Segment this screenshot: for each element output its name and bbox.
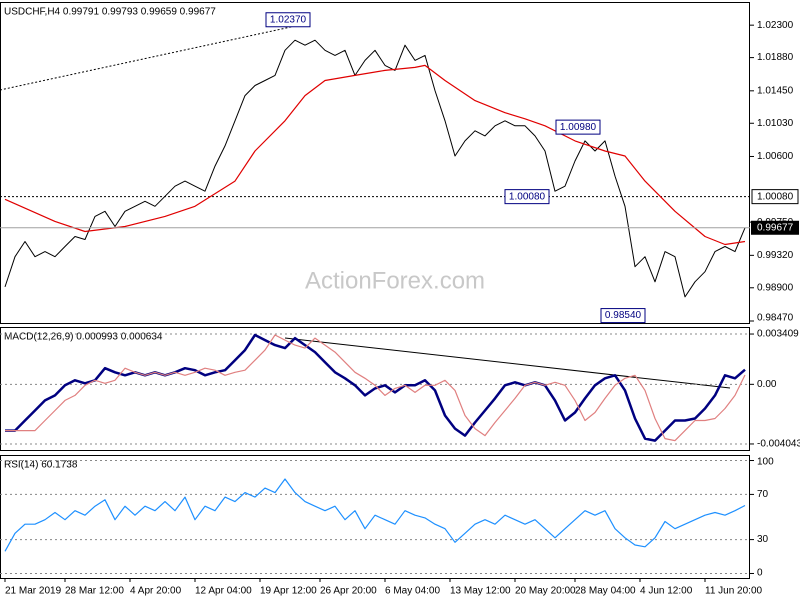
x-tick-label: 20 May 20:00 bbox=[515, 586, 576, 597]
y-tick-label: 100 bbox=[757, 457, 774, 468]
series-line bbox=[5, 333, 746, 442]
x-tick-label: 4 Jun 12:00 bbox=[640, 586, 693, 597]
x-tick-label: 28 Mar 12:00 bbox=[65, 586, 124, 597]
y-tick-label: -0.004043 bbox=[757, 439, 800, 450]
x-tick-label: 11 Jun 20:00 bbox=[705, 586, 763, 597]
series-line bbox=[4, 64, 746, 246]
annotation-label: 1.00980 bbox=[560, 122, 597, 133]
annotation-label: 0.98540 bbox=[605, 310, 642, 321]
y-tick-label: 0.98470 bbox=[757, 313, 794, 324]
annotation-box bbox=[555, 119, 601, 135]
y-tick-label: 0.00 bbox=[757, 379, 777, 390]
y-tick-label: 0.98900 bbox=[757, 282, 794, 293]
y-tick-label: 70 bbox=[757, 489, 769, 500]
macd-panel-frame bbox=[0, 327, 750, 451]
price-panel-frame bbox=[0, 2, 750, 324]
current-price-box bbox=[751, 220, 799, 235]
annotation-box bbox=[600, 308, 646, 324]
x-tick-label: 13 May 12:00 bbox=[450, 586, 511, 597]
series-line bbox=[4, 478, 746, 552]
y-tick-label: 0 bbox=[757, 568, 763, 579]
y-tick-label: 1.02300 bbox=[757, 20, 794, 31]
panel-title: MACD(12,26,9) 0.000993 0.000634 bbox=[4, 332, 163, 343]
panel-title: RSI(14) 60.1738 bbox=[4, 460, 78, 471]
macd-trend-line bbox=[284, 337, 731, 389]
series-line bbox=[4, 39, 746, 298]
y-tick-label: 1.01450 bbox=[757, 85, 794, 96]
watermark: ActionForex.com bbox=[305, 267, 485, 294]
y-tick-label: 1.00600 bbox=[757, 151, 794, 162]
x-tick-label: 6 May 04:00 bbox=[385, 586, 440, 597]
y-tick-label: 0.99320 bbox=[757, 250, 794, 261]
x-tick-label: 26 Apr 20:00 bbox=[320, 586, 377, 597]
y-tick-label: 0.003409 bbox=[757, 329, 799, 340]
x-tick-label: 19 Apr 12:00 bbox=[260, 586, 317, 597]
y-tick-label: 30 bbox=[757, 534, 769, 545]
x-tick-label: 12 Apr 04:00 bbox=[195, 586, 252, 597]
y-tick-label: 1.01030 bbox=[757, 118, 794, 129]
x-tick-label: 28 May 04:00 bbox=[575, 586, 636, 597]
x-tick-label: 4 Apr 20:00 bbox=[130, 586, 182, 597]
annotation-label: 1.02370 bbox=[270, 14, 307, 25]
current-price-label: 0.99677 bbox=[757, 222, 794, 233]
annotation-box bbox=[265, 12, 311, 28]
level-label-box bbox=[751, 189, 799, 205]
annotation-label: 1.00080 bbox=[509, 191, 546, 202]
panel-title: USDCHF,H4 0.99791 0.99793 0.99659 0.9967… bbox=[4, 7, 216, 18]
series-line bbox=[5, 334, 746, 442]
annotation-box bbox=[504, 189, 550, 205]
y-tick-label: 1.01880 bbox=[757, 52, 794, 63]
x-tick-label: 21 Mar 2019 bbox=[5, 586, 62, 597]
level-label: 1.00080 bbox=[757, 191, 794, 202]
rsi-panel-frame bbox=[0, 455, 750, 579]
trend-line bbox=[0, 24, 301, 91]
